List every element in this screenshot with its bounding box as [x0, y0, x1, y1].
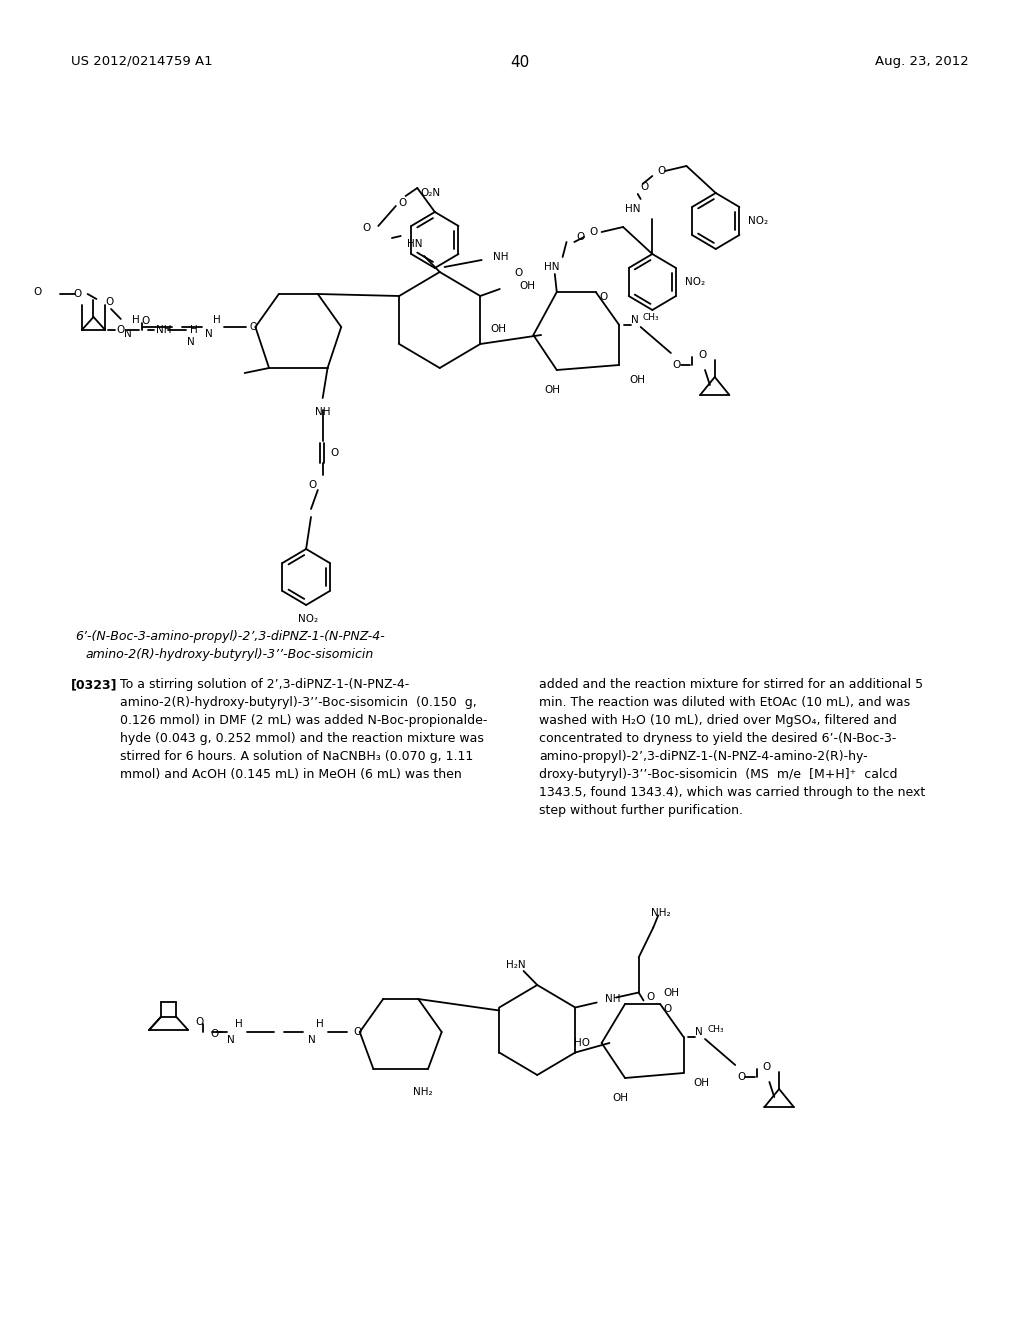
Text: CH₃: CH₃: [708, 1024, 725, 1034]
Text: HN: HN: [625, 205, 641, 214]
Text: O: O: [331, 447, 339, 458]
Text: N: N: [308, 1035, 315, 1045]
Text: N: N: [631, 315, 639, 325]
Text: OH: OH: [519, 281, 536, 290]
Text: O: O: [34, 286, 42, 297]
Text: OH: OH: [612, 1093, 628, 1104]
Text: OH: OH: [629, 375, 645, 385]
Text: O: O: [105, 297, 114, 308]
Text: O: O: [589, 227, 597, 238]
Text: O: O: [641, 182, 649, 191]
Text: OH: OH: [663, 987, 679, 998]
Text: NH: NH: [604, 994, 620, 1005]
Text: O: O: [195, 1016, 203, 1027]
Text: O: O: [141, 315, 150, 326]
Text: N: N: [124, 329, 131, 339]
Text: NH: NH: [494, 252, 509, 261]
Text: O: O: [398, 198, 407, 209]
Text: NO₂: NO₂: [298, 614, 318, 624]
Text: [0323]: [0323]: [71, 678, 118, 690]
Text: HN: HN: [407, 239, 422, 249]
Text: O: O: [763, 1063, 771, 1072]
Text: H: H: [131, 315, 139, 325]
Text: O: O: [646, 993, 654, 1002]
Text: US 2012/0214759 A1: US 2012/0214759 A1: [71, 55, 213, 69]
Text: OH: OH: [693, 1078, 710, 1088]
Text: OH: OH: [490, 323, 506, 334]
Text: NH: NH: [156, 325, 171, 335]
Text: HO: HO: [573, 1038, 590, 1048]
Text: 6’-(N-Boc-3-amino-propyl)-2’,3-diPNZ-1-(N-PNZ-4-: 6’-(N-Boc-3-amino-propyl)-2’,3-diPNZ-1-(…: [75, 630, 385, 643]
Text: O: O: [664, 1005, 672, 1014]
Text: O: O: [577, 232, 585, 242]
Text: amino-2(R)-hydroxy-butyryl)-3’’-Boc-sisomicin: amino-2(R)-hydroxy-butyryl)-3’’-Boc-siso…: [86, 648, 374, 661]
Text: H: H: [315, 1019, 324, 1030]
Text: O: O: [673, 360, 681, 370]
Text: NO₂: NO₂: [748, 216, 768, 226]
Text: H₂N: H₂N: [506, 960, 525, 970]
Text: O: O: [74, 289, 82, 300]
Text: O: O: [250, 322, 257, 333]
Text: H: H: [234, 1019, 243, 1030]
Text: NH₂: NH₂: [651, 908, 671, 917]
Text: H: H: [213, 315, 220, 325]
Text: O: O: [657, 166, 666, 176]
Text: OH: OH: [544, 385, 560, 395]
Text: N: N: [187, 337, 195, 347]
Text: O: O: [599, 292, 607, 302]
Text: 40: 40: [510, 55, 529, 70]
Text: NO₂: NO₂: [684, 277, 705, 286]
Text: O₂N: O₂N: [420, 187, 440, 198]
Text: O: O: [309, 480, 317, 490]
Text: O: O: [117, 325, 125, 335]
Text: NH: NH: [315, 407, 331, 417]
Text: HN: HN: [544, 261, 560, 272]
Text: H: H: [190, 325, 198, 335]
Text: Aug. 23, 2012: Aug. 23, 2012: [874, 55, 969, 69]
Text: N: N: [695, 1027, 703, 1038]
Text: O: O: [698, 350, 707, 360]
Text: O: O: [514, 268, 522, 279]
Text: CH₃: CH₃: [643, 313, 659, 322]
Text: added and the reaction mixture for stirred for an additional 5
min. The reaction: added and the reaction mixture for stirr…: [540, 678, 926, 817]
Text: To a stirring solution of 2’,3-diPNZ-1-(N-PNZ-4-
amino-2(R)-hydroxy-butyryl)-3’’: To a stirring solution of 2’,3-diPNZ-1-(…: [120, 678, 487, 781]
Text: O: O: [353, 1027, 361, 1038]
Text: N: N: [205, 329, 212, 339]
Text: O: O: [362, 223, 371, 234]
Text: NH₂: NH₂: [414, 1086, 433, 1097]
Text: N: N: [227, 1035, 234, 1045]
Text: O: O: [737, 1072, 745, 1082]
Text: O: O: [211, 1030, 219, 1039]
